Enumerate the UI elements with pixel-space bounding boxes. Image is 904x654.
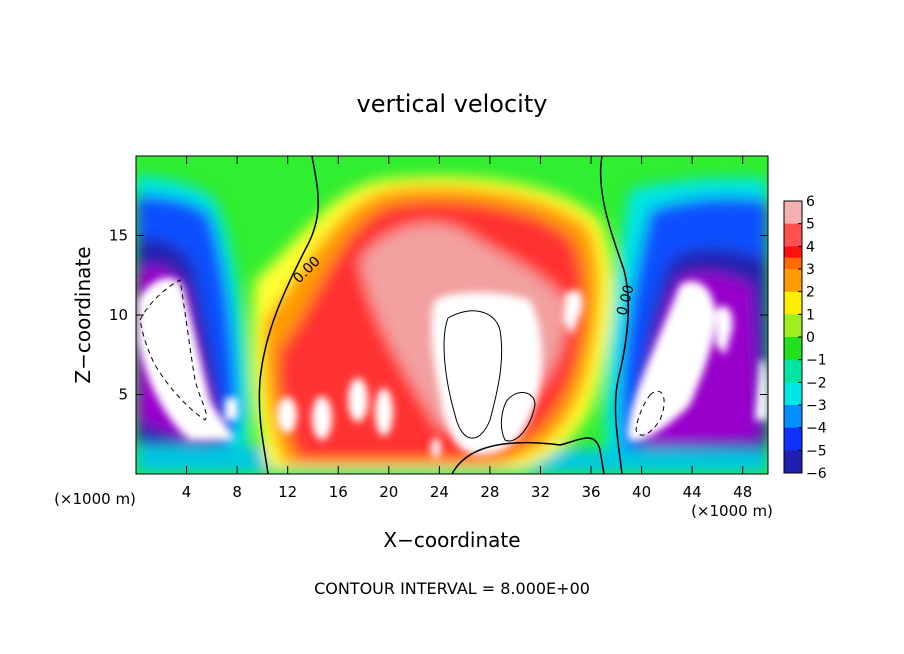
colorbar-tick-label: 5 [806,217,815,233]
x-tick-label: 24 [430,483,449,501]
colorbar-tick-label: −2 [806,375,827,391]
y-tick-label: 5 [118,386,128,404]
colorbar-swatch [784,212,802,225]
colorbar-swatch [784,246,802,259]
colorbar-tick-label: 4 [806,239,815,255]
x-unit-left: (×1000 m) [54,490,136,508]
x-tick-label: 8 [232,483,242,501]
x-tick-label: 28 [480,483,499,501]
colorbar-swatch [784,359,802,372]
colorbar-tick-label: 3 [806,262,815,278]
colorbar [784,201,802,474]
colorbar-swatch [784,280,802,293]
contour-label-2: 0.00 [614,283,638,317]
colorbar-swatch [784,314,802,327]
colorbar-tick-label: −1 [806,353,827,369]
colorbar-tick-label: 1 [806,307,815,323]
x-tick-label: 44 [683,483,702,501]
x-axis-label: X−coordinate [383,528,520,552]
x-tick-label: 20 [379,483,398,501]
y-tick-label: 15 [109,227,128,245]
colorbar-swatch [784,337,802,349]
colorbar-swatch [784,382,802,395]
colorbar-tick-label: 0 [806,330,815,346]
colorbar-swatch [784,427,802,440]
colorbar-tick-label: −4 [806,421,827,437]
chart-title: vertical velocity [357,90,548,118]
colorbar-swatch [784,371,802,383]
heatmap-field: 0.00 0.00 [136,156,768,474]
colorbar-swatch [784,325,802,338]
colorbar-tick-label: −3 [806,398,827,414]
x-tick-label: 4 [182,483,192,501]
x-unit-right: (×1000 m) [691,502,773,520]
x-tick-label: 40 [632,483,651,501]
x-tick-label: 48 [733,483,752,501]
x-tick-label: 32 [531,483,550,501]
colorbar-swatch [784,201,802,213]
colorbar-swatch [784,450,802,463]
colorbar-swatch [784,416,802,429]
contour-interval-footer: CONTOUR INTERVAL = 8.000E+00 [314,579,590,598]
colorbar-swatch [784,461,802,474]
colorbar-tick-label: −6 [806,466,827,482]
colorbar-tick-label: 6 [806,194,815,210]
x-tick-label: 16 [329,483,348,501]
x-tick-label: 12 [278,483,297,501]
colorbar-swatch [784,348,802,361]
colorbar-swatch [784,223,802,236]
colorbar-swatch [784,439,802,451]
colorbar-swatch [784,235,802,247]
colorbar-tick-label: −5 [806,443,827,459]
y-axis-label: Z−coordinate [71,246,95,383]
colorbar-swatch [784,291,802,304]
colorbar-swatch [784,303,802,315]
colorbar-tick-label: 2 [806,285,815,301]
colorbar-swatch [784,393,802,406]
y-axis-ticks: 5 10 15 [109,227,768,404]
x-tick-label: 36 [581,483,600,501]
colorbar-swatch [784,257,802,270]
colorbar-swatch [784,405,802,417]
y-tick-label: 10 [109,306,128,324]
colorbar-ticks: 6 5 4 3 2 1 0 −1 −2 −3 −4 −5 −6 [798,194,827,482]
colorbar-swatch [784,269,802,281]
x-axis-ticks: 4 8 12 16 20 24 28 32 36 40 44 48 [182,156,752,501]
